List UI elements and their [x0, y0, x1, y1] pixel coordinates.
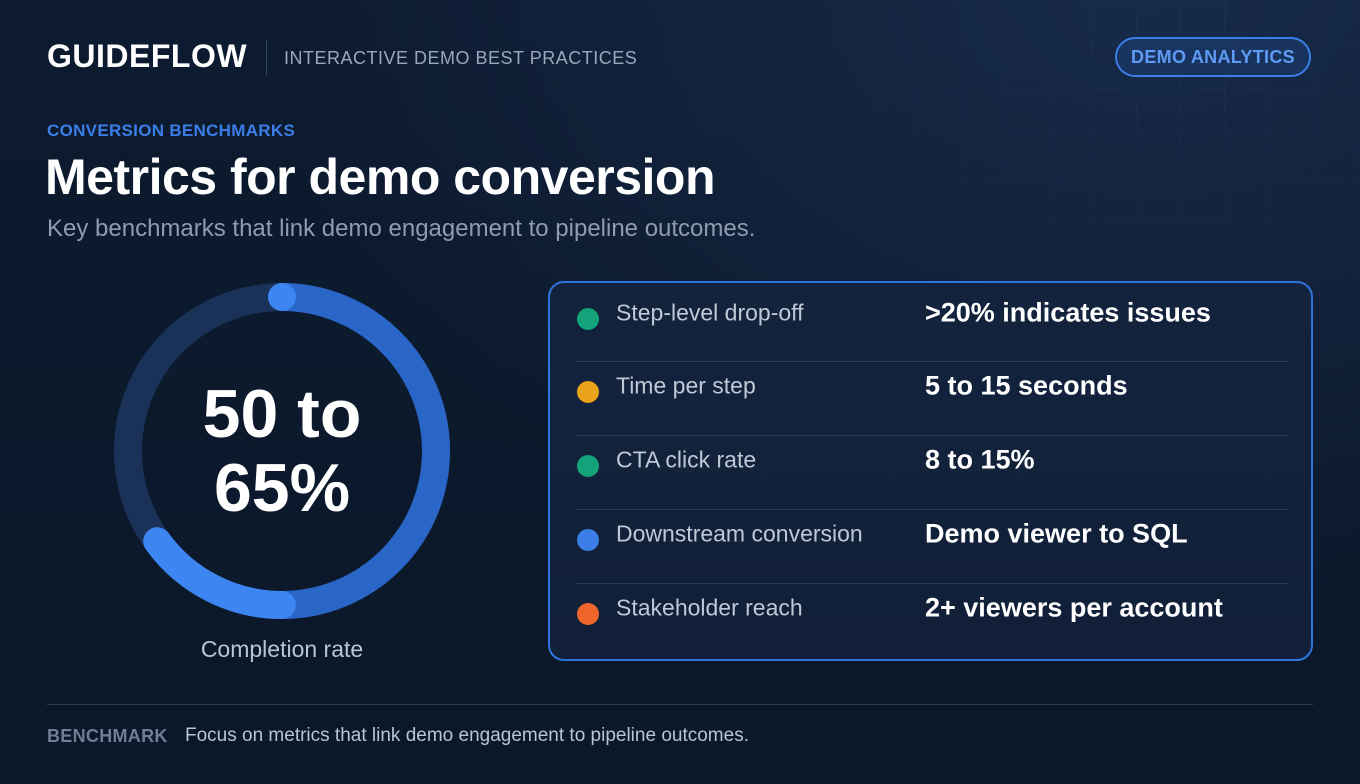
- metric-label: Time per step: [616, 372, 756, 399]
- section-eyebrow: CONVERSION BENCHMARKS: [47, 121, 296, 140]
- status-dot: [577, 308, 599, 330]
- status-dot: [577, 381, 599, 403]
- metric-label: Downstream conversion: [616, 520, 863, 547]
- status-dot: [577, 455, 599, 477]
- header-divider: [266, 40, 267, 76]
- header-subtitle: INTERACTIVE DEMO BEST PRACTICES: [284, 48, 638, 68]
- status-dot: [577, 529, 599, 551]
- footer-divider: [47, 704, 1313, 705]
- page-lead: Key benchmarks that link demo engagement…: [47, 215, 756, 242]
- footer-text: Focus on metrics that link demo engageme…: [185, 725, 749, 746]
- ring-highlight-arc: [114, 283, 450, 619]
- footer-tag: BENCHMARK: [47, 726, 168, 746]
- completion-value: 50 to 65%: [202, 376, 362, 526]
- completion-ring-graphic: [114, 283, 450, 619]
- completion-caption: Completion rate: [200, 636, 364, 662]
- brand-logo: GUIDEFLOW: [47, 38, 248, 74]
- metric-label: Step-level drop-off: [616, 299, 804, 326]
- page-title: Metrics for demo conversion: [45, 149, 716, 205]
- metric-value: 8 to 15%: [925, 444, 1035, 475]
- completion-ring: 50 to 65%: [112, 281, 452, 621]
- metric-value: Demo viewer to SQL: [925, 518, 1188, 549]
- metric-row: Time per step 5 to 15 seconds: [575, 361, 1288, 436]
- metric-value: >20% indicates issues: [925, 297, 1211, 328]
- metric-label: CTA click rate: [616, 446, 757, 473]
- status-dot: [577, 603, 599, 625]
- demo-analytics-badge: DEMO ANALYTICS: [1115, 37, 1311, 77]
- completion-value-wrap: 50 to 65%: [112, 281, 452, 621]
- metric-row: Downstream conversion Demo viewer to SQL: [575, 509, 1288, 584]
- metrics-card: Step-level drop-off >20% indicates issue…: [548, 281, 1313, 661]
- metric-row: Stakeholder reach 2+ viewers per account: [575, 583, 1288, 658]
- metric-value: 5 to 15 seconds: [925, 370, 1128, 401]
- metric-label: Stakeholder reach: [616, 594, 803, 621]
- metric-row: CTA click rate 8 to 15%: [575, 435, 1288, 510]
- metric-value: 2+ viewers per account: [925, 592, 1223, 623]
- metric-row: Step-level drop-off >20% indicates issue…: [575, 289, 1288, 363]
